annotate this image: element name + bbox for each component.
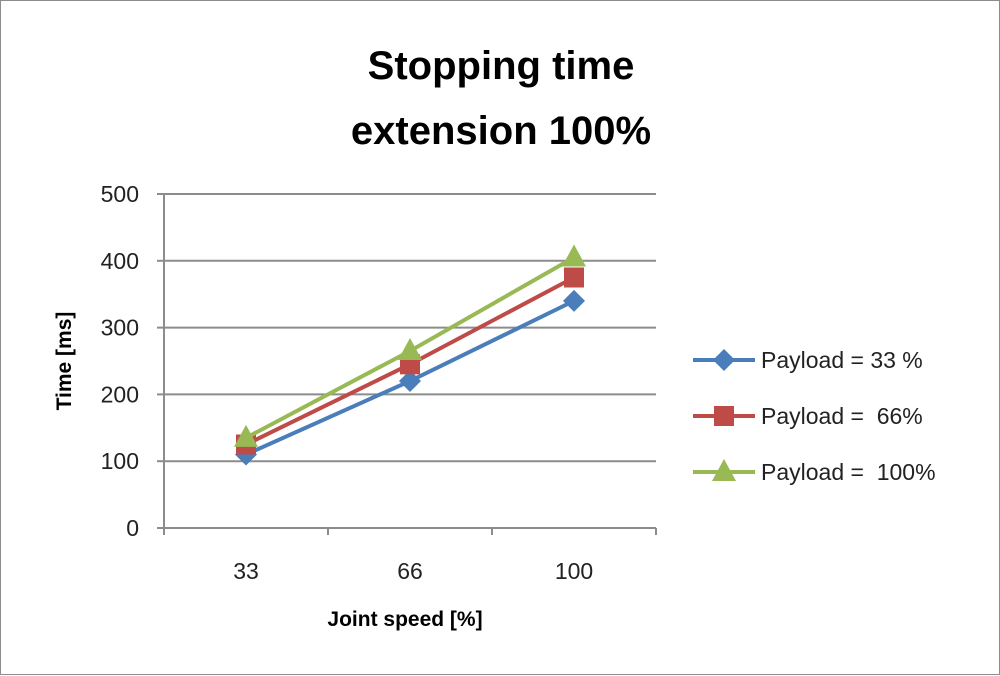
data-point — [563, 289, 585, 312]
y-tick-label: 500 — [101, 181, 139, 207]
legend-item: Payload = 66% — [693, 403, 923, 429]
y-tick-label: 300 — [101, 315, 139, 341]
data-point — [399, 370, 421, 393]
legend-label: Payload = 33 % — [761, 347, 923, 373]
data-point — [562, 244, 586, 267]
x-tick-label: 100 — [555, 558, 593, 584]
legend-marker — [712, 459, 736, 481]
data-point — [234, 424, 258, 447]
legend-label: Payload = 66% — [761, 403, 923, 429]
legend-item: Payload = 100% — [693, 459, 936, 485]
series-3 — [234, 244, 586, 447]
y-tick-label: 100 — [101, 448, 139, 474]
legend-marker — [714, 406, 734, 426]
chart-title-line-1: Stopping time — [368, 44, 635, 88]
series-1 — [235, 289, 585, 466]
x-tick-label: 33 — [233, 558, 259, 584]
y-tick-label: 0 — [126, 515, 139, 541]
data-point — [398, 337, 422, 360]
legend-item: Payload = 33 % — [693, 347, 923, 373]
y-tick-label: 400 — [101, 248, 139, 274]
legend-label: Payload = 100% — [761, 459, 936, 485]
y-tick-label: 200 — [101, 381, 139, 407]
series-2 — [236, 267, 584, 455]
x-axis-label: Joint speed [%] — [327, 608, 482, 631]
data-point — [564, 267, 584, 288]
y-axis-label: Time [ms] — [53, 312, 76, 411]
legend-marker — [713, 349, 735, 371]
chart-title-line-2: extension 100% — [351, 109, 651, 153]
x-tick-label: 66 — [397, 558, 423, 584]
